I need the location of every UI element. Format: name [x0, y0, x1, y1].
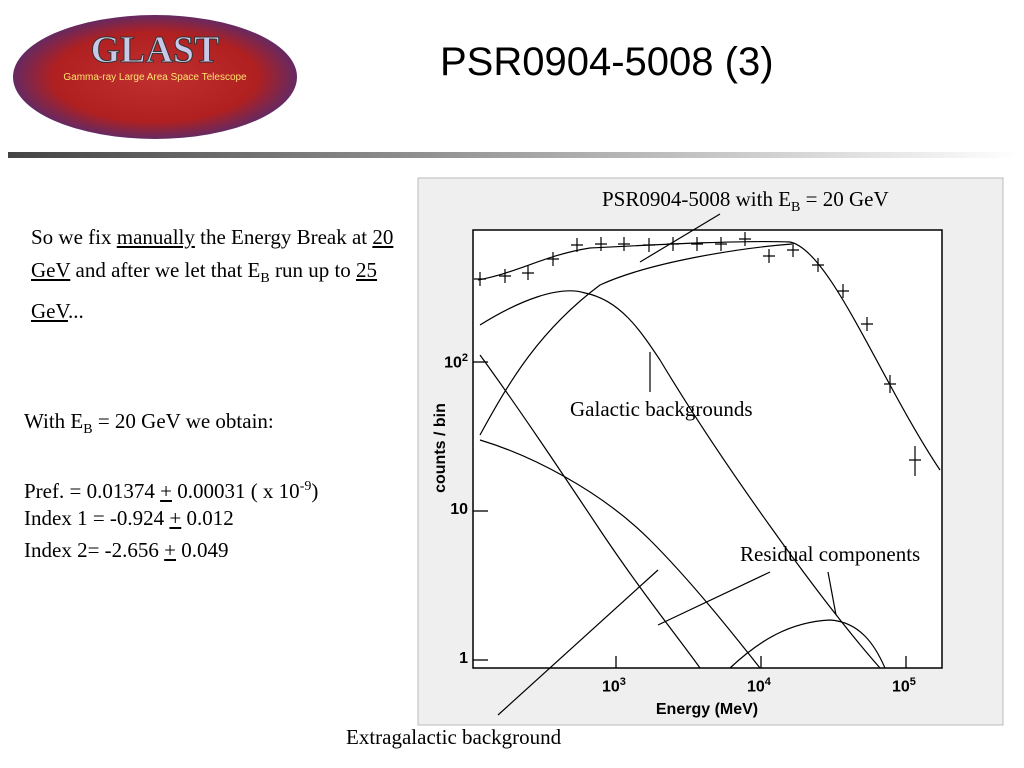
- tick-exponent: 3: [619, 676, 626, 688]
- subscript: B: [791, 200, 801, 216]
- emphasis: 20 GeV: [31, 225, 394, 282]
- tick-label: 10: [450, 501, 468, 519]
- tick-label: 105: [892, 676, 916, 696]
- emphasis: manually: [116, 225, 195, 249]
- emphasis: 25 GeV: [31, 258, 378, 324]
- text: run up to: [269, 258, 357, 282]
- text: the Energy Break at: [194, 225, 373, 249]
- text: Index 2= -2.656: [24, 538, 165, 562]
- tick-base: 10: [892, 678, 910, 696]
- tick-label: 104: [747, 676, 771, 696]
- text: = 20 GeV we obtain:: [92, 409, 274, 433]
- annotation: PSR0904-5008 with EB = 20 GeV: [602, 183, 889, 224]
- logo-title: GLAST: [91, 29, 220, 71]
- text: With E: [24, 409, 84, 433]
- tick-base: 10: [444, 354, 462, 372]
- result-line: With EB = 20 GeV we obtain:: [24, 405, 274, 446]
- text: ...: [67, 299, 84, 324]
- text: So we fix: [31, 225, 117, 249]
- tick-base: 10: [450, 501, 468, 518]
- tick-exponent: 5: [909, 676, 916, 688]
- tick-label: 103: [602, 676, 626, 696]
- text: and after we let that E: [70, 258, 261, 282]
- tick-label: 102: [444, 352, 468, 372]
- header-rule: [8, 152, 1020, 158]
- subscript: B: [83, 422, 93, 438]
- tick-base: 1: [459, 650, 468, 667]
- tick-base: 10: [747, 678, 765, 696]
- tick-base: 10: [602, 678, 620, 696]
- plus-minus: +: [160, 479, 172, 503]
- y-axis-label: counts / bin: [432, 403, 449, 493]
- result-line: Index 2= -2.656 + 0.049: [24, 534, 229, 567]
- superscript: -9: [299, 479, 312, 494]
- annotation: Residual components: [740, 542, 921, 566]
- text: PSR0904-5008 with E: [602, 187, 792, 211]
- annotation: Galactic backgrounds: [570, 397, 753, 421]
- subscript: B: [260, 271, 270, 287]
- text: 0.00031 ( x 10: [171, 479, 300, 503]
- text: Index 1 = -0.924: [24, 506, 170, 530]
- text: 0.012: [181, 506, 234, 530]
- tick-exponent: 2: [461, 352, 468, 364]
- plot-curves: [477, 240, 941, 669]
- plot-axes: [472, 229, 943, 669]
- logo: [13, 15, 297, 139]
- plus-minus: +: [164, 538, 176, 562]
- plus-minus: +: [169, 506, 182, 530]
- annotation: Extragalactic background: [346, 725, 562, 749]
- intro-text: So we fix manually the Energy Break at 2…: [31, 221, 401, 328]
- result-line: Index 1 = -0.924 + 0.012: [24, 502, 234, 535]
- text: Pref. = 0.01374: [24, 479, 161, 503]
- slide-title: PSR0904-5008 (3): [440, 40, 774, 84]
- text: 0.049: [176, 538, 229, 562]
- tick-exponent: 4: [764, 676, 771, 688]
- tick-label: 1: [459, 650, 468, 668]
- data-points: [474, 232, 921, 476]
- text: = 20 GeV: [800, 187, 889, 211]
- logo-subtitle: Gamma-ray Large Area Space Telescope: [63, 72, 247, 83]
- result-line: Pref. = 0.01374 + 0.00031 ( x 10-9): [24, 470, 318, 508]
- text: ): [311, 479, 319, 503]
- arrows: [497, 213, 837, 716]
- x-axis-label: Energy (MeV): [656, 701, 758, 718]
